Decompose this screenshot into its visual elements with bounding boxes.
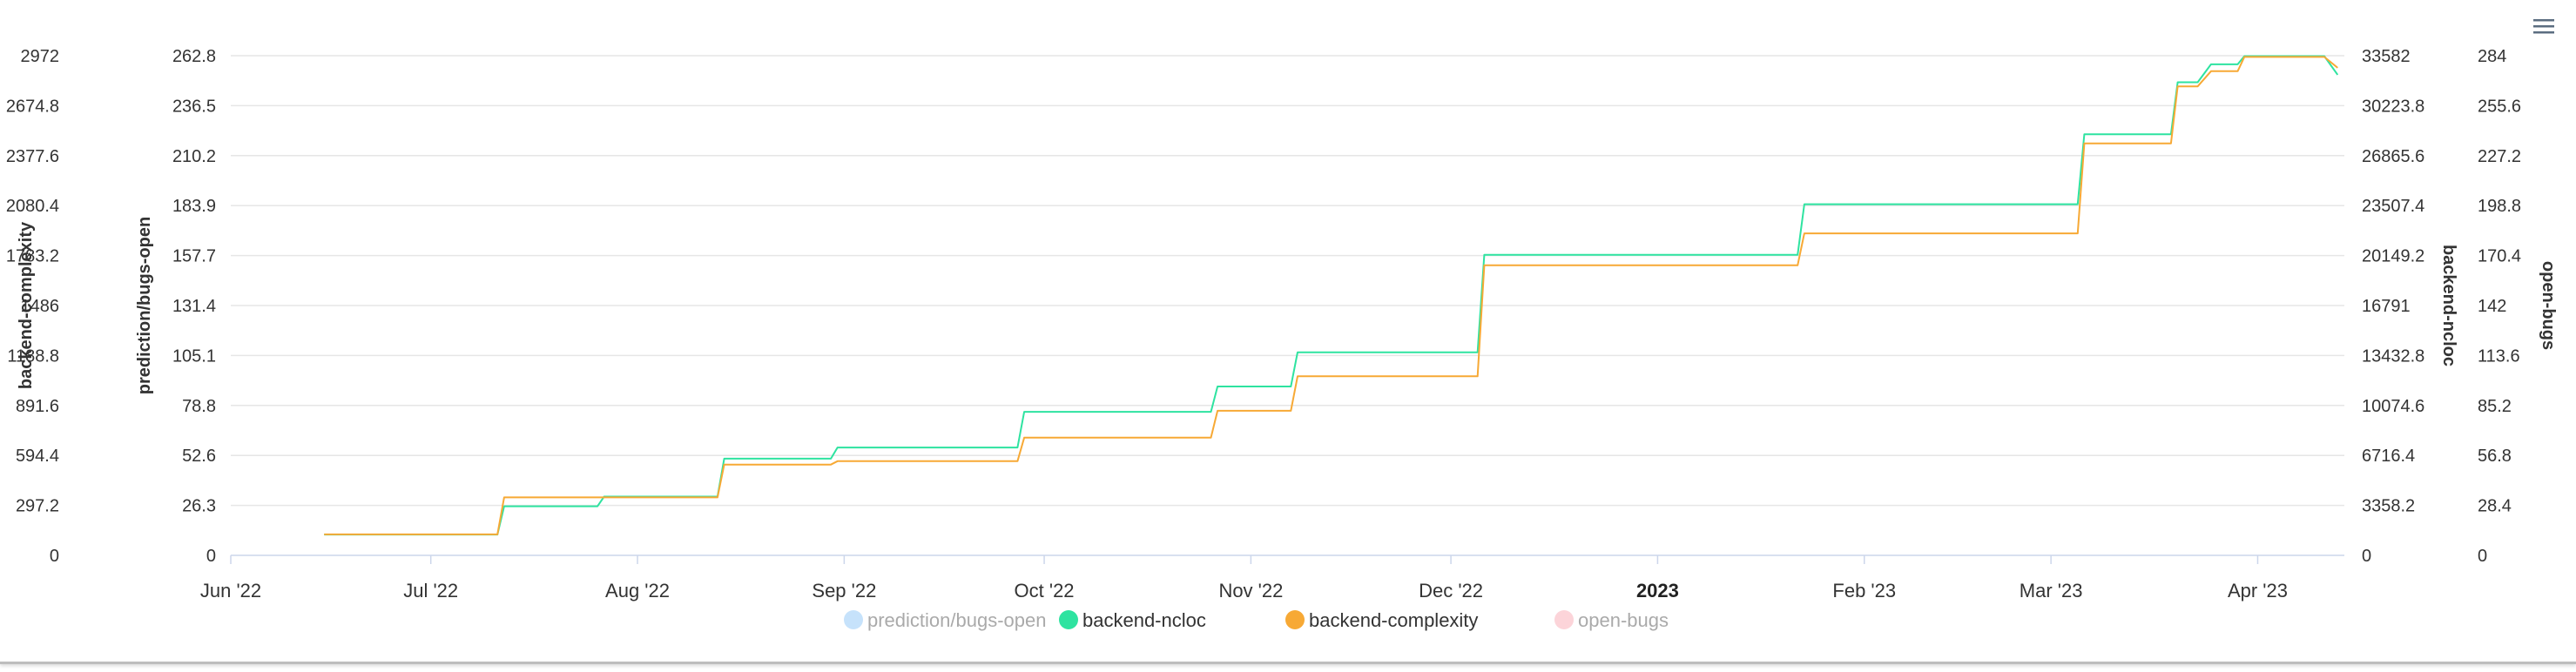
x-tick-label: Mar '23 — [2020, 580, 2083, 601]
y-tick-label: 23507.4 — [2362, 197, 2424, 216]
y-axis-title: backend-ncloc — [2439, 245, 2458, 366]
axes: 0 297.2 594.4 891.6 1188.8 1486 1783.2 2080.4 23… — [6, 47, 2558, 601]
legend-marker — [844, 610, 863, 629]
y-tick-label: 227.2 — [2478, 147, 2521, 166]
y-tick-label: 10074.6 — [2362, 397, 2424, 416]
y-tick-label: 28.4 — [2478, 497, 2512, 516]
y-tick-label: 2080.4 — [6, 197, 59, 216]
legend-label: prediction/bugs-open — [867, 609, 1046, 631]
y-tick-label: 1783.2 — [6, 247, 59, 266]
x-tick-label: Sep '22 — [812, 580, 876, 601]
x-tick-label: Nov '22 — [1218, 580, 1283, 601]
grid-lines — [231, 55, 2344, 556]
chart-menu-button[interactable] — [2529, 12, 2557, 40]
x-tick-label: Dec '22 — [1419, 580, 1483, 601]
y-tick-label: 284 — [2478, 47, 2506, 66]
x-tick-label: Feb '23 — [1832, 580, 1896, 601]
y-tick-label: 6716.4 — [2362, 447, 2415, 466]
legend-item-open-bugs[interactable]: open-bugs — [1554, 609, 1669, 631]
x-axis: Jun '22 Jul '22 Aug '22 Sep '22 Oct '22 Nov '… — [200, 555, 2288, 601]
y-tick-label: 16791 — [2362, 297, 2411, 316]
y-tick-label: 198.8 — [2478, 197, 2521, 216]
y-axis-backend-complexity: 0 297.2 594.4 891.6 1188.8 1486 1783.2 2080.4 23… — [6, 47, 59, 566]
y-tick-label: 0 — [2478, 547, 2487, 566]
x-tick-label: Apr '23 — [2228, 580, 2288, 601]
y-tick-label: 2377.6 — [6, 147, 59, 166]
y-tick-label: 56.8 — [2478, 447, 2512, 466]
y-tick-label: 85.2 — [2478, 397, 2512, 416]
y-tick-label: 20149.2 — [2362, 247, 2424, 266]
y-tick-label: 0 — [50, 547, 59, 566]
y-tick-label: 262.8 — [172, 47, 216, 66]
y-tick-label: 170.4 — [2478, 247, 2521, 266]
x-tick-label: Jun '22 — [200, 580, 261, 601]
legend: prediction/bugs-open backend-ncloc backend… — [844, 609, 1669, 631]
y-tick-label: 3358.2 — [2362, 497, 2415, 516]
legend-marker — [1059, 610, 1078, 629]
y-axis-open-bugs: 0 28.4 56.8 85.2 113.6 142 170.4 198.8 227.2 255.… — [2478, 47, 2558, 566]
x-tick-label: Jul '22 — [403, 580, 458, 601]
series-lines — [324, 55, 2339, 536]
y-axis-backend-ncloc: 0 3358.2 6716.4 10074.6 13432.8 16791 20149.2 2… — [2362, 47, 2458, 566]
y-tick-label: 157.7 — [172, 247, 216, 266]
y-tick-label: 0 — [2362, 547, 2371, 566]
y-tick-label: 131.4 — [172, 297, 216, 316]
y-tick-label: 142 — [2478, 297, 2506, 316]
x-tick-label: Oct '22 — [1015, 580, 1075, 601]
y-tick-label: 236.5 — [172, 97, 216, 116]
hamburger-menu-icon — [2533, 19, 2554, 34]
y-tick-label: 594.4 — [16, 447, 59, 466]
y-tick-label: 2972 — [21, 47, 60, 66]
y-tick-label: 1486 — [21, 297, 60, 316]
y-tick-label: 297.2 — [16, 497, 59, 516]
y-tick-label: 2674.8 — [6, 97, 59, 116]
y-tick-label: 891.6 — [16, 397, 59, 416]
y-tick-label: 105.1 — [172, 346, 216, 366]
series-line-backend-ncloc — [324, 55, 2339, 536]
y-tick-label: 30223.8 — [2362, 97, 2424, 116]
y-tick-label: 210.2 — [172, 147, 216, 166]
legend-marker — [1285, 610, 1305, 629]
y-tick-label: 255.6 — [2478, 97, 2521, 116]
y-tick-label: 78.8 — [182, 397, 216, 416]
legend-item-prediction-bugs-open[interactable]: prediction/bugs-open — [844, 609, 1046, 631]
legend-item-backend-ncloc[interactable]: backend-ncloc — [1059, 609, 1206, 631]
x-tick-label: Aug '22 — [605, 580, 670, 601]
y-tick-label: 13432.8 — [2362, 346, 2424, 366]
y-tick-label: 26.3 — [182, 497, 216, 516]
y-tick-label: 183.9 — [172, 197, 216, 216]
y-axis-title: open-bugs — [2539, 261, 2558, 350]
y-tick-label: 26865.6 — [2362, 147, 2424, 166]
legend-label: open-bugs — [1578, 609, 1669, 631]
y-axis-prediction-bugs-open: 0 26.3 52.6 78.8 105.1 131.4 157.7 183.9 210.2 23… — [135, 47, 216, 566]
legend-item-backend-complexity[interactable]: backend-complexity — [1285, 609, 1478, 631]
y-tick-label: 33582 — [2362, 47, 2411, 66]
y-tick-label: 113.6 — [2478, 346, 2520, 366]
legend-label: backend-ncloc — [1082, 609, 1206, 631]
y-tick-label: 52.6 — [182, 447, 216, 466]
y-tick-label: 0 — [206, 547, 216, 566]
legend-label: backend-complexity — [1309, 609, 1478, 631]
y-axis-title: prediction/bugs-open — [135, 217, 154, 394]
series-line-backend-complexity — [324, 56, 2338, 535]
y-axis-title: backend-complexity — [17, 221, 36, 389]
legend-marker — [1554, 610, 1574, 629]
y-tick-label: 1188.8 — [7, 346, 59, 366]
x-tick-label: 2023 — [1636, 580, 1679, 601]
